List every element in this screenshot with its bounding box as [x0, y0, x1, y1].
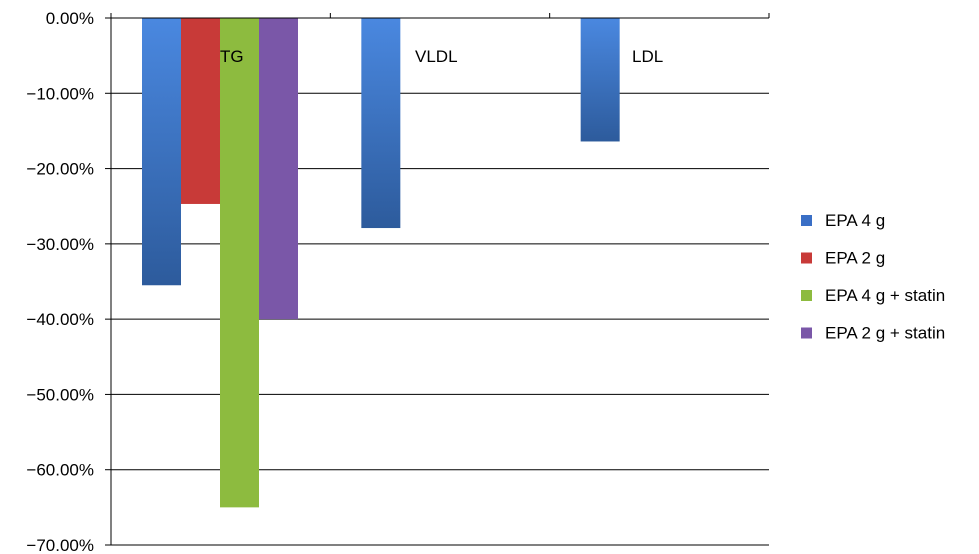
category-label-ldl: LDL [632, 47, 663, 66]
bar-epa-4-g-tg [142, 18, 181, 286]
y-tick-label: −10.00% [26, 84, 94, 103]
legend-label: EPA 4 g + statin [825, 286, 945, 305]
y-tick-label: −70.00% [26, 536, 94, 554]
bar-epa-4-g-statin-tg [220, 18, 259, 508]
y-tick-label: −40.00% [26, 310, 94, 329]
y-tick-label: −30.00% [26, 235, 94, 254]
legend-swatch [801, 252, 812, 264]
bar-epa-2-g-tg [181, 18, 220, 204]
category-label-vldl: VLDL [415, 47, 458, 66]
y-tick-label: −60.00% [26, 461, 94, 480]
bar-epa-4-g-ldl [580, 18, 620, 142]
legend: EPA 4 g EPA 2 g EPA 4 g + statin EPA 2 g + … [801, 211, 945, 343]
labels: 0.00% −10.00% −20.00% −30.00% −40.00% −50.00%… [26, 9, 663, 554]
y-tick-label: 0.00% [46, 9, 94, 28]
legend-swatch [801, 290, 812, 301]
bar-epa-4-g-vldl [361, 18, 401, 229]
y-tick-label: −50.00% [26, 385, 94, 404]
category-label-tg: TG [220, 47, 244, 66]
y-tick-label: −20.00% [26, 160, 94, 179]
legend-label: EPA 2 g [825, 249, 885, 268]
legend-label: EPA 4 g [825, 211, 885, 230]
bar-epa-2-g-statin-tg [259, 18, 298, 320]
bars [142, 18, 620, 508]
legend-label: EPA 2 g + statin [825, 324, 945, 343]
legend-swatch [801, 215, 812, 226]
axes [105, 13, 770, 546]
legend-swatch [801, 327, 812, 339]
